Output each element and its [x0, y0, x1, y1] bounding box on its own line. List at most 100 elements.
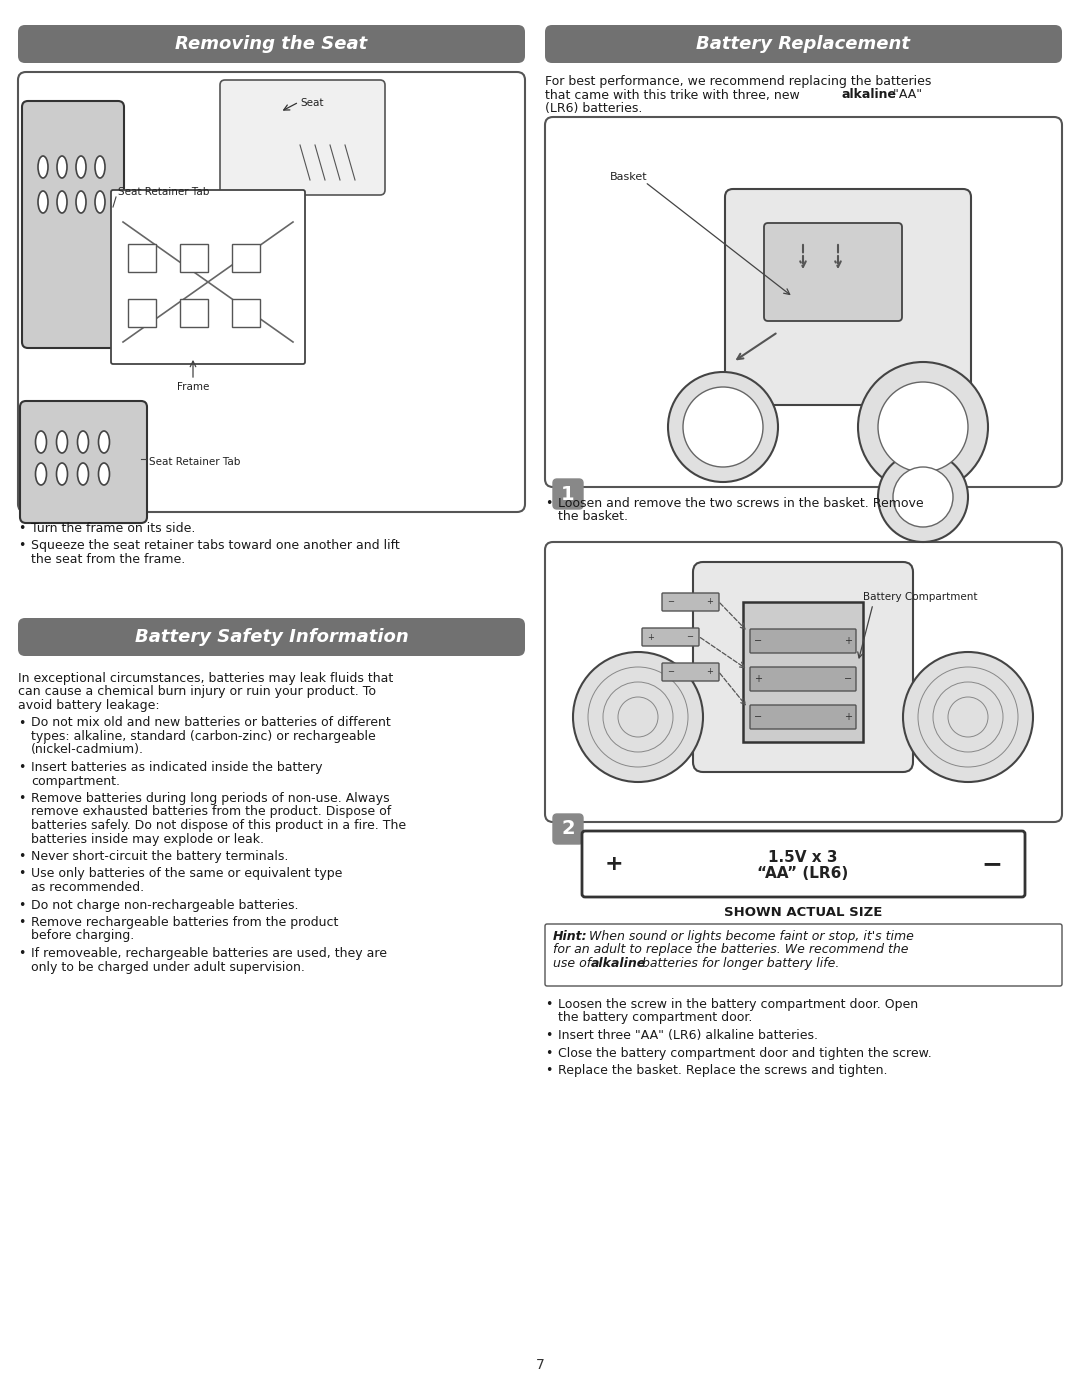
Text: +: + — [843, 636, 852, 645]
Text: Battery Compartment: Battery Compartment — [863, 592, 977, 602]
Ellipse shape — [76, 156, 86, 177]
Text: •: • — [18, 522, 25, 535]
Text: Battery Safety Information: Battery Safety Information — [135, 629, 408, 645]
FancyBboxPatch shape — [545, 25, 1062, 63]
Text: batteries safely. Do not dispose of this product in a fire. The: batteries safely. Do not dispose of this… — [31, 819, 406, 833]
Text: Seat: Seat — [300, 98, 324, 108]
Text: types: alkaline, standard (carbon-zinc) or rechargeable: types: alkaline, standard (carbon-zinc) … — [31, 731, 376, 743]
FancyBboxPatch shape — [18, 617, 525, 657]
Text: Seat Retainer Tab: Seat Retainer Tab — [149, 457, 241, 467]
Text: Battery Replacement: Battery Replacement — [697, 35, 910, 53]
Text: If removeable, rechargeable batteries are used, they are: If removeable, rechargeable batteries ar… — [31, 947, 387, 960]
Text: −: − — [667, 668, 675, 676]
Text: When sound or lights become faint or stop, it's time: When sound or lights become faint or sto… — [585, 930, 914, 943]
Text: −: − — [843, 673, 852, 685]
Text: •: • — [18, 868, 25, 880]
Text: •: • — [545, 1030, 552, 1042]
Text: alkaline: alkaline — [591, 957, 646, 970]
Text: •: • — [18, 849, 25, 863]
FancyBboxPatch shape — [642, 629, 699, 645]
Circle shape — [878, 381, 968, 472]
Circle shape — [858, 362, 988, 492]
Bar — [743, 602, 863, 742]
FancyBboxPatch shape — [750, 666, 856, 692]
Text: +: + — [843, 712, 852, 722]
FancyBboxPatch shape — [553, 814, 583, 844]
FancyBboxPatch shape — [18, 25, 525, 63]
Ellipse shape — [56, 432, 67, 453]
FancyBboxPatch shape — [21, 401, 147, 522]
FancyBboxPatch shape — [725, 189, 971, 405]
Text: Squeeze the seat retainer tabs toward one another and lift: Squeeze the seat retainer tabs toward on… — [31, 539, 400, 552]
Text: •: • — [18, 539, 25, 552]
Ellipse shape — [57, 191, 67, 212]
Circle shape — [669, 372, 778, 482]
Text: Remove batteries during long periods of non-use. Always: Remove batteries during long periods of … — [31, 792, 390, 805]
Text: Loosen the screw in the battery compartment door. Open: Loosen the screw in the battery compartm… — [558, 997, 918, 1011]
Bar — [180, 299, 208, 327]
Ellipse shape — [38, 191, 48, 212]
Bar — [180, 244, 208, 272]
Text: In exceptional circumstances, batteries may leak fluids that: In exceptional circumstances, batteries … — [18, 672, 393, 685]
FancyBboxPatch shape — [18, 73, 525, 511]
Text: avoid battery leakage:: avoid battery leakage: — [18, 698, 160, 712]
Text: −: − — [981, 852, 1002, 876]
Circle shape — [893, 467, 953, 527]
Text: +: + — [648, 633, 654, 641]
Text: alkaline: alkaline — [841, 88, 896, 102]
Text: •: • — [18, 947, 25, 960]
Text: remove exhausted batteries from the product. Dispose of: remove exhausted batteries from the prod… — [31, 806, 391, 819]
Text: Removing the Seat: Removing the Seat — [175, 35, 367, 53]
Text: Do not charge non-rechargeable batteries.: Do not charge non-rechargeable batteries… — [31, 898, 298, 911]
Bar — [129, 244, 156, 272]
Text: +: + — [605, 854, 623, 875]
FancyBboxPatch shape — [545, 117, 1062, 488]
Text: Seat Retainer Tab: Seat Retainer Tab — [118, 187, 210, 197]
Text: •: • — [18, 898, 25, 911]
Ellipse shape — [76, 191, 86, 212]
Ellipse shape — [56, 462, 67, 485]
FancyBboxPatch shape — [545, 923, 1062, 986]
Text: 1.5V x 3: 1.5V x 3 — [768, 851, 838, 866]
Text: Turn the frame on its side.: Turn the frame on its side. — [31, 522, 195, 535]
Text: Do not mix old and new batteries or batteries of different: Do not mix old and new batteries or batt… — [31, 717, 391, 729]
Text: Loosen and remove the two screws in the basket. Remove: Loosen and remove the two screws in the … — [558, 497, 923, 510]
Text: −: − — [687, 633, 693, 641]
FancyBboxPatch shape — [750, 629, 856, 652]
Text: Close the battery compartment door and tighten the screw.: Close the battery compartment door and t… — [558, 1046, 932, 1059]
Text: batteries for longer battery life.: batteries for longer battery life. — [638, 957, 839, 970]
FancyBboxPatch shape — [662, 664, 719, 680]
Text: Remove rechargeable batteries from the product: Remove rechargeable batteries from the p… — [31, 916, 338, 929]
Text: the battery compartment door.: the battery compartment door. — [558, 1011, 753, 1024]
FancyBboxPatch shape — [764, 224, 902, 321]
Bar — [232, 299, 260, 327]
Text: −: − — [754, 712, 762, 722]
Text: Use only batteries of the same or equivalent type: Use only batteries of the same or equiva… — [31, 868, 342, 880]
Text: +: + — [706, 668, 714, 676]
FancyBboxPatch shape — [242, 112, 303, 193]
Text: −: − — [754, 636, 762, 645]
Text: SHOWN ACTUAL SIZE: SHOWN ACTUAL SIZE — [724, 907, 882, 919]
Ellipse shape — [98, 432, 109, 453]
Text: "AA": "AA" — [889, 88, 922, 102]
Text: Insert batteries as indicated inside the battery: Insert batteries as indicated inside the… — [31, 761, 323, 774]
Text: Insert three "AA" (LR6) alkaline batteries.: Insert three "AA" (LR6) alkaline batteri… — [558, 1030, 818, 1042]
FancyBboxPatch shape — [220, 80, 384, 196]
Text: Replace the basket. Replace the screws and tighten.: Replace the basket. Replace the screws a… — [558, 1065, 888, 1077]
Ellipse shape — [95, 156, 105, 177]
Circle shape — [903, 652, 1032, 782]
Text: as recommended.: as recommended. — [31, 882, 144, 894]
Ellipse shape — [36, 462, 46, 485]
Text: before charging.: before charging. — [31, 929, 134, 943]
Text: +: + — [754, 673, 762, 685]
Text: “AA” (LR6): “AA” (LR6) — [757, 866, 849, 882]
Text: can cause a chemical burn injury or ruin your product. To: can cause a chemical burn injury or ruin… — [18, 686, 376, 698]
FancyBboxPatch shape — [111, 190, 305, 365]
Text: Basket: Basket — [610, 172, 648, 182]
FancyBboxPatch shape — [553, 479, 583, 509]
Text: •: • — [545, 997, 552, 1011]
Text: batteries inside may explode or leak.: batteries inside may explode or leak. — [31, 833, 264, 845]
Text: 7: 7 — [536, 1358, 544, 1372]
Text: 2: 2 — [562, 820, 575, 838]
Text: +: + — [706, 598, 714, 606]
